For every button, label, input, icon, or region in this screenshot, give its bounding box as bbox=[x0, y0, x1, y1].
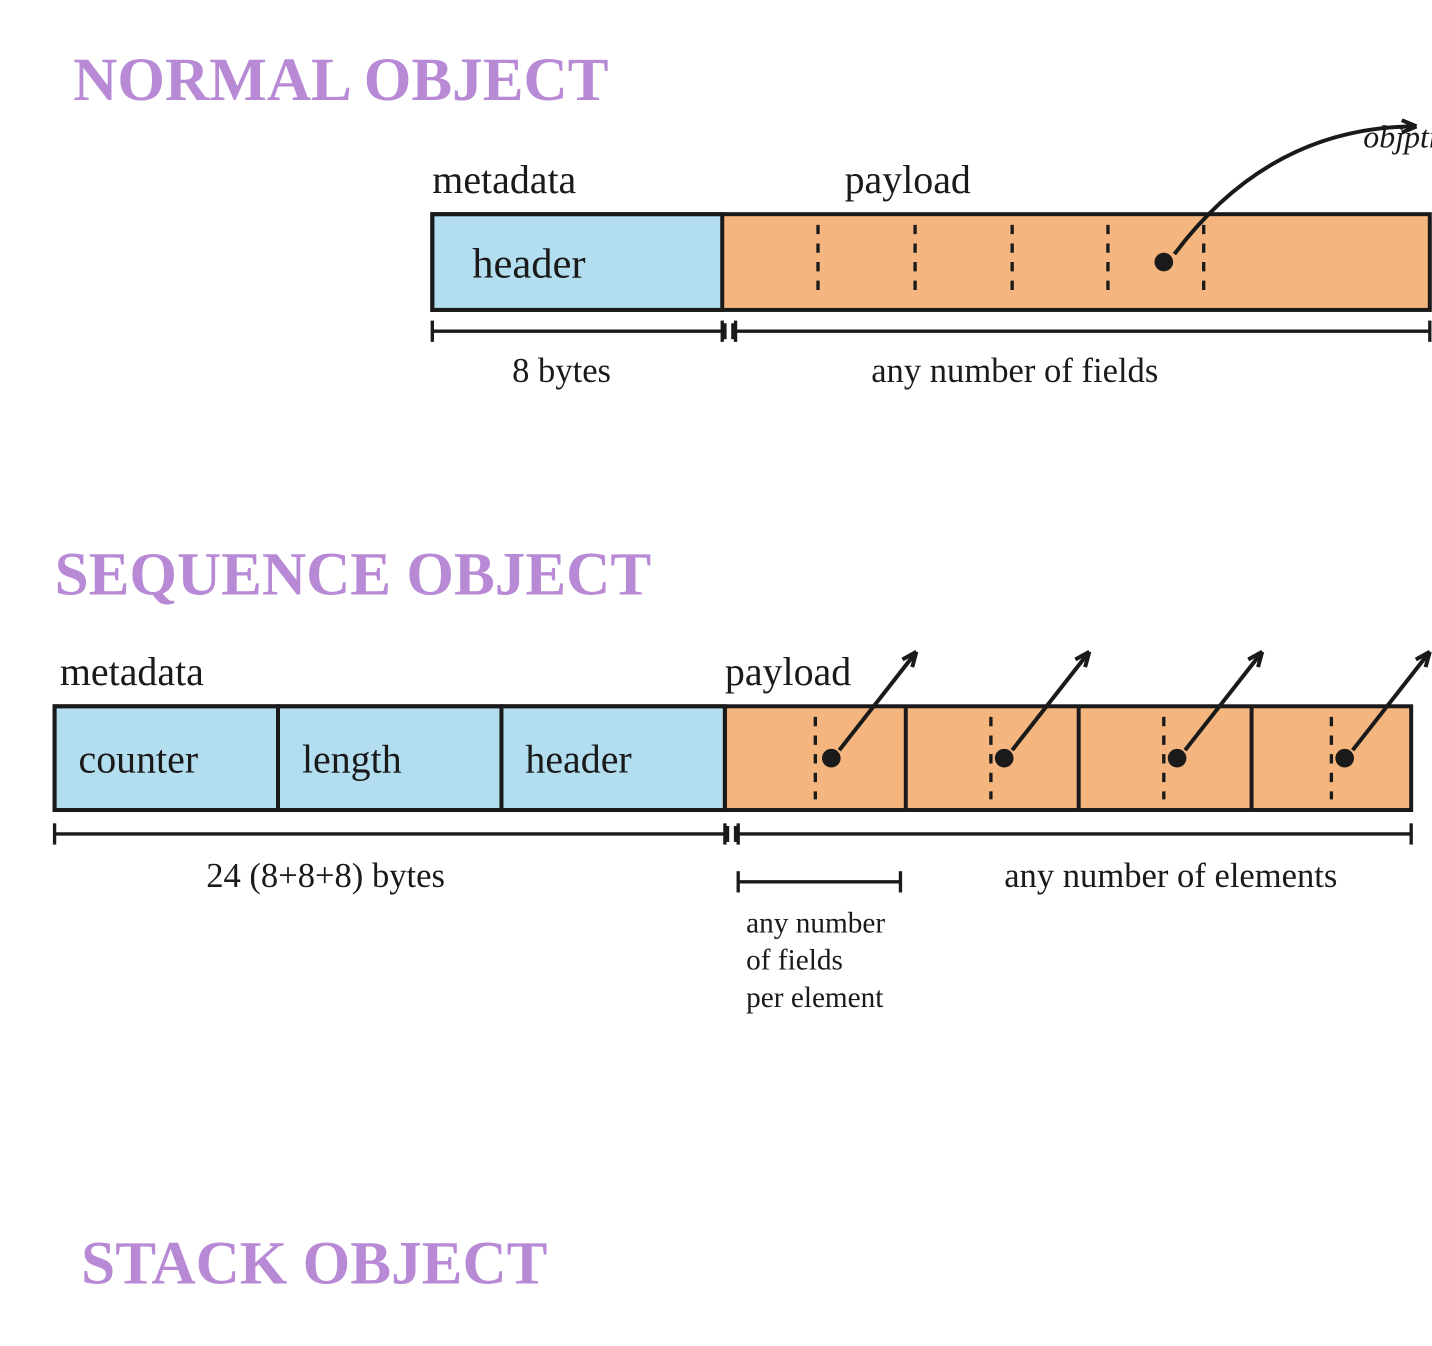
sequence-payload-label: payload bbox=[725, 649, 851, 694]
normal-fields-label: any number of fields bbox=[871, 352, 1158, 390]
sequence-elem-dot bbox=[1335, 749, 1354, 768]
normal-objptr-dot bbox=[1154, 253, 1173, 272]
memory-layout-diagram: NORMAL OBJECT metadata payload header objptr… bbox=[20, 20, 1432, 1326]
normal-payload-label: payload bbox=[845, 157, 971, 202]
sequence-metadata-label: metadata bbox=[60, 649, 204, 694]
sequence-meta-label: header bbox=[525, 737, 631, 782]
sequence-meta-label: counter bbox=[79, 737, 199, 782]
sequence-bytes-label: 24 (8+8+8) bytes bbox=[206, 857, 445, 895]
sequence-inner-label: per element bbox=[746, 982, 883, 1014]
sequence-inner-label: any number bbox=[746, 907, 885, 939]
sequence-elem-dot bbox=[822, 749, 841, 768]
normal-payload-fill bbox=[722, 214, 1430, 310]
sequence-elem-dot bbox=[1168, 749, 1187, 768]
normal-metadata-label: metadata bbox=[432, 157, 576, 202]
sequence-meta-label: length bbox=[302, 737, 402, 782]
normal-bytes-label: 8 bytes bbox=[512, 352, 611, 390]
sequence-elem-dot bbox=[995, 749, 1014, 768]
sequence-inner-label: of fields bbox=[746, 945, 843, 977]
normal-objptr-label: objptr bbox=[1363, 120, 1432, 155]
stack-title: STACK OBJECT bbox=[81, 1230, 547, 1298]
sequence-elements-label: any number of elements bbox=[1004, 857, 1337, 895]
normal-header-label: header bbox=[472, 240, 585, 287]
normal-title: NORMAL OBJECT bbox=[73, 46, 608, 114]
sequence-title: SEQUENCE OBJECT bbox=[55, 541, 652, 609]
